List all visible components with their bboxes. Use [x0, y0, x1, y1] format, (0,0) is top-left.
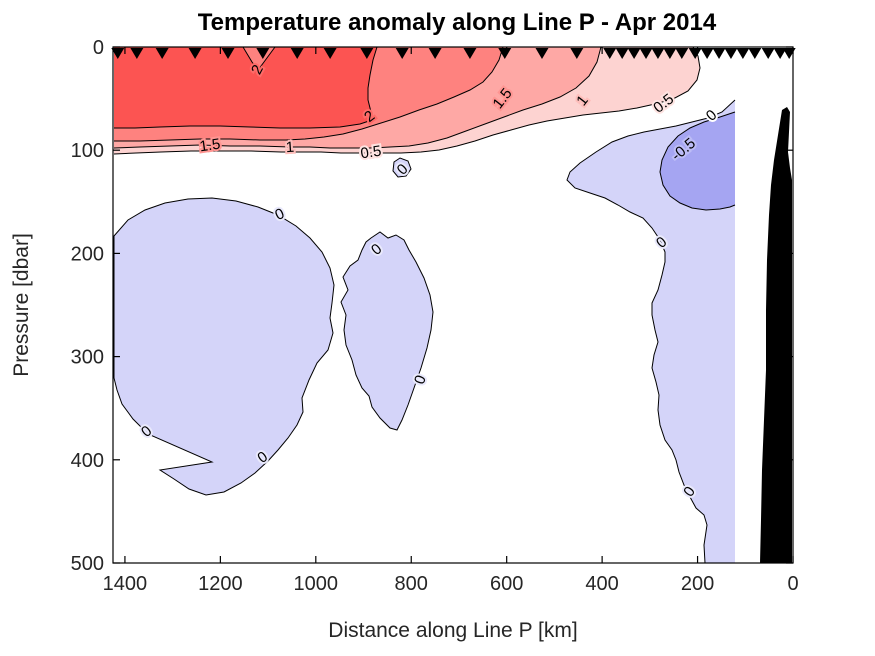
contour-line-1.5: [114, 46, 504, 142]
station-marker: [615, 48, 629, 59]
station-marker: [761, 48, 775, 59]
station-marker: [290, 48, 304, 59]
station-marker: [736, 48, 750, 59]
station-marker: [663, 48, 677, 59]
station-marker: [155, 48, 169, 59]
station-marker: [782, 48, 796, 59]
region-cold-core-minus0.5: [660, 112, 735, 210]
axes-frame: [112, 46, 794, 564]
y-tick-label: 300: [71, 347, 104, 369]
station-marker: [688, 48, 702, 59]
contour-lines: [113, 46, 736, 564]
region-seafloor-wedge: [760, 107, 792, 563]
chart-title: Temperature anomaly along Line P - Apr 2…: [198, 9, 717, 36]
y-tick-label: 0: [93, 37, 104, 59]
x-tick-label: 200: [681, 573, 714, 595]
station-marker: [188, 48, 202, 59]
station-marker: [498, 48, 512, 59]
station-marker: [111, 48, 125, 59]
contour-label: 1.5: [198, 136, 221, 156]
x-tick-label: 1200: [198, 573, 243, 595]
contour-line-0: [566, 99, 736, 564]
station-marker: [651, 48, 665, 59]
region-band-above-2: [114, 47, 377, 128]
y-axis-label: Pressure [dbar]: [10, 233, 33, 377]
x-tick-label: 1400: [103, 573, 148, 595]
station-marker: [256, 48, 270, 59]
x-axis-label: Distance along Line P [km]: [328, 619, 577, 642]
contour-fills: [114, 47, 792, 563]
region-cold-blob-left: [114, 198, 334, 495]
contour-line--0.5: [659, 111, 736, 211]
station-marker: [395, 48, 409, 59]
station-marker: [221, 48, 235, 59]
region-cold-blob-middle: [341, 232, 433, 430]
axis-tick-labels: 1400 1200 1000 800 600 400 200 0 0 100 200 300 400 50…: [71, 37, 799, 595]
x-tick-label: 1000: [294, 573, 339, 595]
contour-line-2: [114, 46, 378, 129]
station-marker: [675, 48, 689, 59]
station-marker: [130, 48, 144, 59]
y-tick-label: 100: [71, 140, 104, 162]
x-tick-label: 800: [395, 573, 428, 595]
station-marker: [639, 48, 653, 59]
contour-line-0.5: [113, 46, 701, 155]
station-marker: [323, 48, 337, 59]
region-cold-blob-small: [393, 158, 411, 177]
station-marker: [748, 48, 762, 59]
y-tick-label: 200: [71, 243, 104, 265]
station-marker: [463, 48, 477, 59]
x-tick-label: 600: [490, 573, 523, 595]
station-marker: [700, 48, 714, 59]
y-tick-label: 500: [71, 553, 104, 575]
contour-line-0: [113, 197, 335, 496]
contour-line-0: [392, 157, 412, 178]
region-cold-band-right: [567, 100, 735, 563]
station-marker: [712, 48, 726, 59]
y-tick-label: 400: [71, 450, 104, 472]
contour-line-1: [113, 46, 602, 149]
station-marker: [603, 48, 617, 59]
axis-ticks: [113, 46, 794, 564]
contour-label: 1: [285, 139, 295, 157]
station-markers: [111, 48, 796, 59]
station-marker: [535, 48, 549, 59]
contour-label: 0.5: [359, 143, 382, 163]
station-marker: [773, 48, 787, 59]
station-marker: [724, 48, 738, 59]
station-marker: [627, 48, 641, 59]
x-tick-label: 0: [787, 573, 798, 595]
contour-line-2: [242, 46, 276, 71]
x-tick-label: 400: [585, 573, 618, 595]
contour-line-0: [340, 231, 434, 431]
station-marker: [360, 48, 374, 59]
station-marker: [570, 48, 584, 59]
station-marker: [428, 48, 442, 59]
